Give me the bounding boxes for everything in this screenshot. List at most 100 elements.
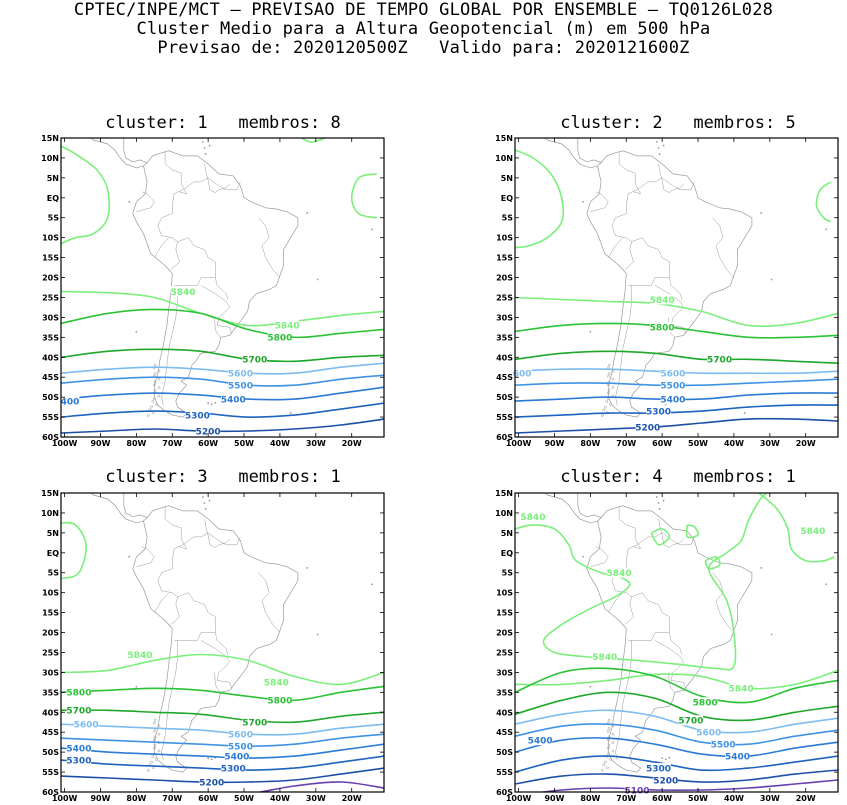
panel-2-title: cluster: 2 membros: 5 [560,113,796,133]
fjord-island [605,400,609,403]
contour-label-5600: 5600 [228,370,253,380]
lat-label: 30S [496,313,513,322]
south-america-coast [132,505,299,773]
fjord-island [607,718,611,722]
lon-label: 80W [126,439,146,448]
contour-label-5840: 5840 [592,653,617,663]
lat-label: 5N [47,529,59,538]
contour-label-5700: 5700 [242,356,267,366]
contour-label-bg [649,322,675,333]
island-dot [210,758,213,761]
contour-5800 [515,322,838,339]
lat-label: 50S [496,748,513,757]
fjord-island [155,757,158,761]
fjord-island [607,391,610,395]
contour-label-5800: 5800 [267,334,292,344]
lat-label: 50S [42,393,59,402]
contour-5200 [61,418,384,434]
island-dot [316,278,319,281]
country-border [608,592,623,613]
island-dot [402,615,404,617]
country-border [200,285,232,334]
lon-label: 20W [342,794,362,803]
fjord-island [611,386,615,389]
country-border [611,532,695,625]
fjord-island [607,752,610,756]
contour-label-bg [185,410,210,421]
header-line-2: Cluster Medio para a Altura Geopotencial… [136,19,711,39]
central-america-coast [577,493,602,519]
country-border [204,518,230,548]
country-border [608,237,623,258]
contour-label-5600: 5600 [660,370,685,380]
country-border [157,532,241,625]
contour-5100 [537,779,838,792]
lon-label: 100W [506,794,532,803]
fjord-island [157,732,161,736]
lat-label: 10N [495,509,513,518]
country-border [611,177,695,270]
contour-label-5400: 5400 [725,752,750,762]
country-border [200,640,232,689]
contour-5600 [61,723,384,736]
country-border [590,191,609,213]
country-border [214,317,221,338]
contour-label-bg [678,715,704,726]
contour-label-5400: 5400 [66,744,91,754]
contour-5840 [61,653,384,686]
lon-label: 80W [580,794,600,803]
country-border [615,640,632,761]
lon-label: 90W [544,794,564,803]
lat-label: 40S [42,708,59,717]
island-dot [201,141,204,143]
contour-5840-closed [685,524,700,539]
country-border [658,163,684,193]
island-dot [655,496,658,498]
island-dot [207,402,210,405]
contour-label-5400: 5400 [660,395,685,405]
island-dot [371,228,374,231]
lat-label: 60S [496,433,513,442]
contour-label-5300: 5300 [221,764,246,774]
country-border [590,546,609,568]
lon-label: 20W [796,439,816,448]
lat-label: 35S [496,333,513,342]
fjord-island [152,383,156,387]
contour-label-5840: 5840 [170,288,195,298]
fjord-island [600,769,604,772]
contour-label-5200: 5200 [199,778,224,788]
contour-label-5500: 5500 [660,381,685,391]
contour-label-5600: 600 [513,370,532,380]
contour-5840 [515,296,838,328]
fjord-island [602,408,606,412]
contour-label-5300: 5300 [646,407,671,417]
contour-label-bg [707,354,732,365]
fjord-island [153,735,157,739]
lon-label: 20W [342,439,362,448]
fjord-island [149,760,153,764]
country-border [668,672,675,693]
contour-label-5840: 5840 [650,296,675,306]
contour-5840-closed [515,493,767,671]
contour-label-5840: 5840 [264,679,289,689]
fjord-island [151,400,155,403]
lon-label: 100W [52,794,78,803]
lon-label: 30W [306,794,326,803]
lat-label: 50S [42,748,59,757]
country-border [258,572,281,633]
map-content [515,138,838,434]
lat-label: 5S [48,569,60,578]
contour-label-5840: 5840 [520,513,545,523]
fjord-island [152,411,155,415]
contour-5840 [515,669,838,690]
lat-label: 5S [48,214,60,223]
lat-label: 40S [496,353,513,362]
contour-label-5500: 5500 [228,742,253,752]
contour-label-5700: 5700 [707,356,732,366]
lon-label: 60W [652,794,672,803]
lon-label: 30W [306,439,326,448]
contour-5500 [515,723,838,746]
country-border [164,507,188,550]
contour-label-bg [725,751,750,762]
fjord-island [607,363,611,367]
